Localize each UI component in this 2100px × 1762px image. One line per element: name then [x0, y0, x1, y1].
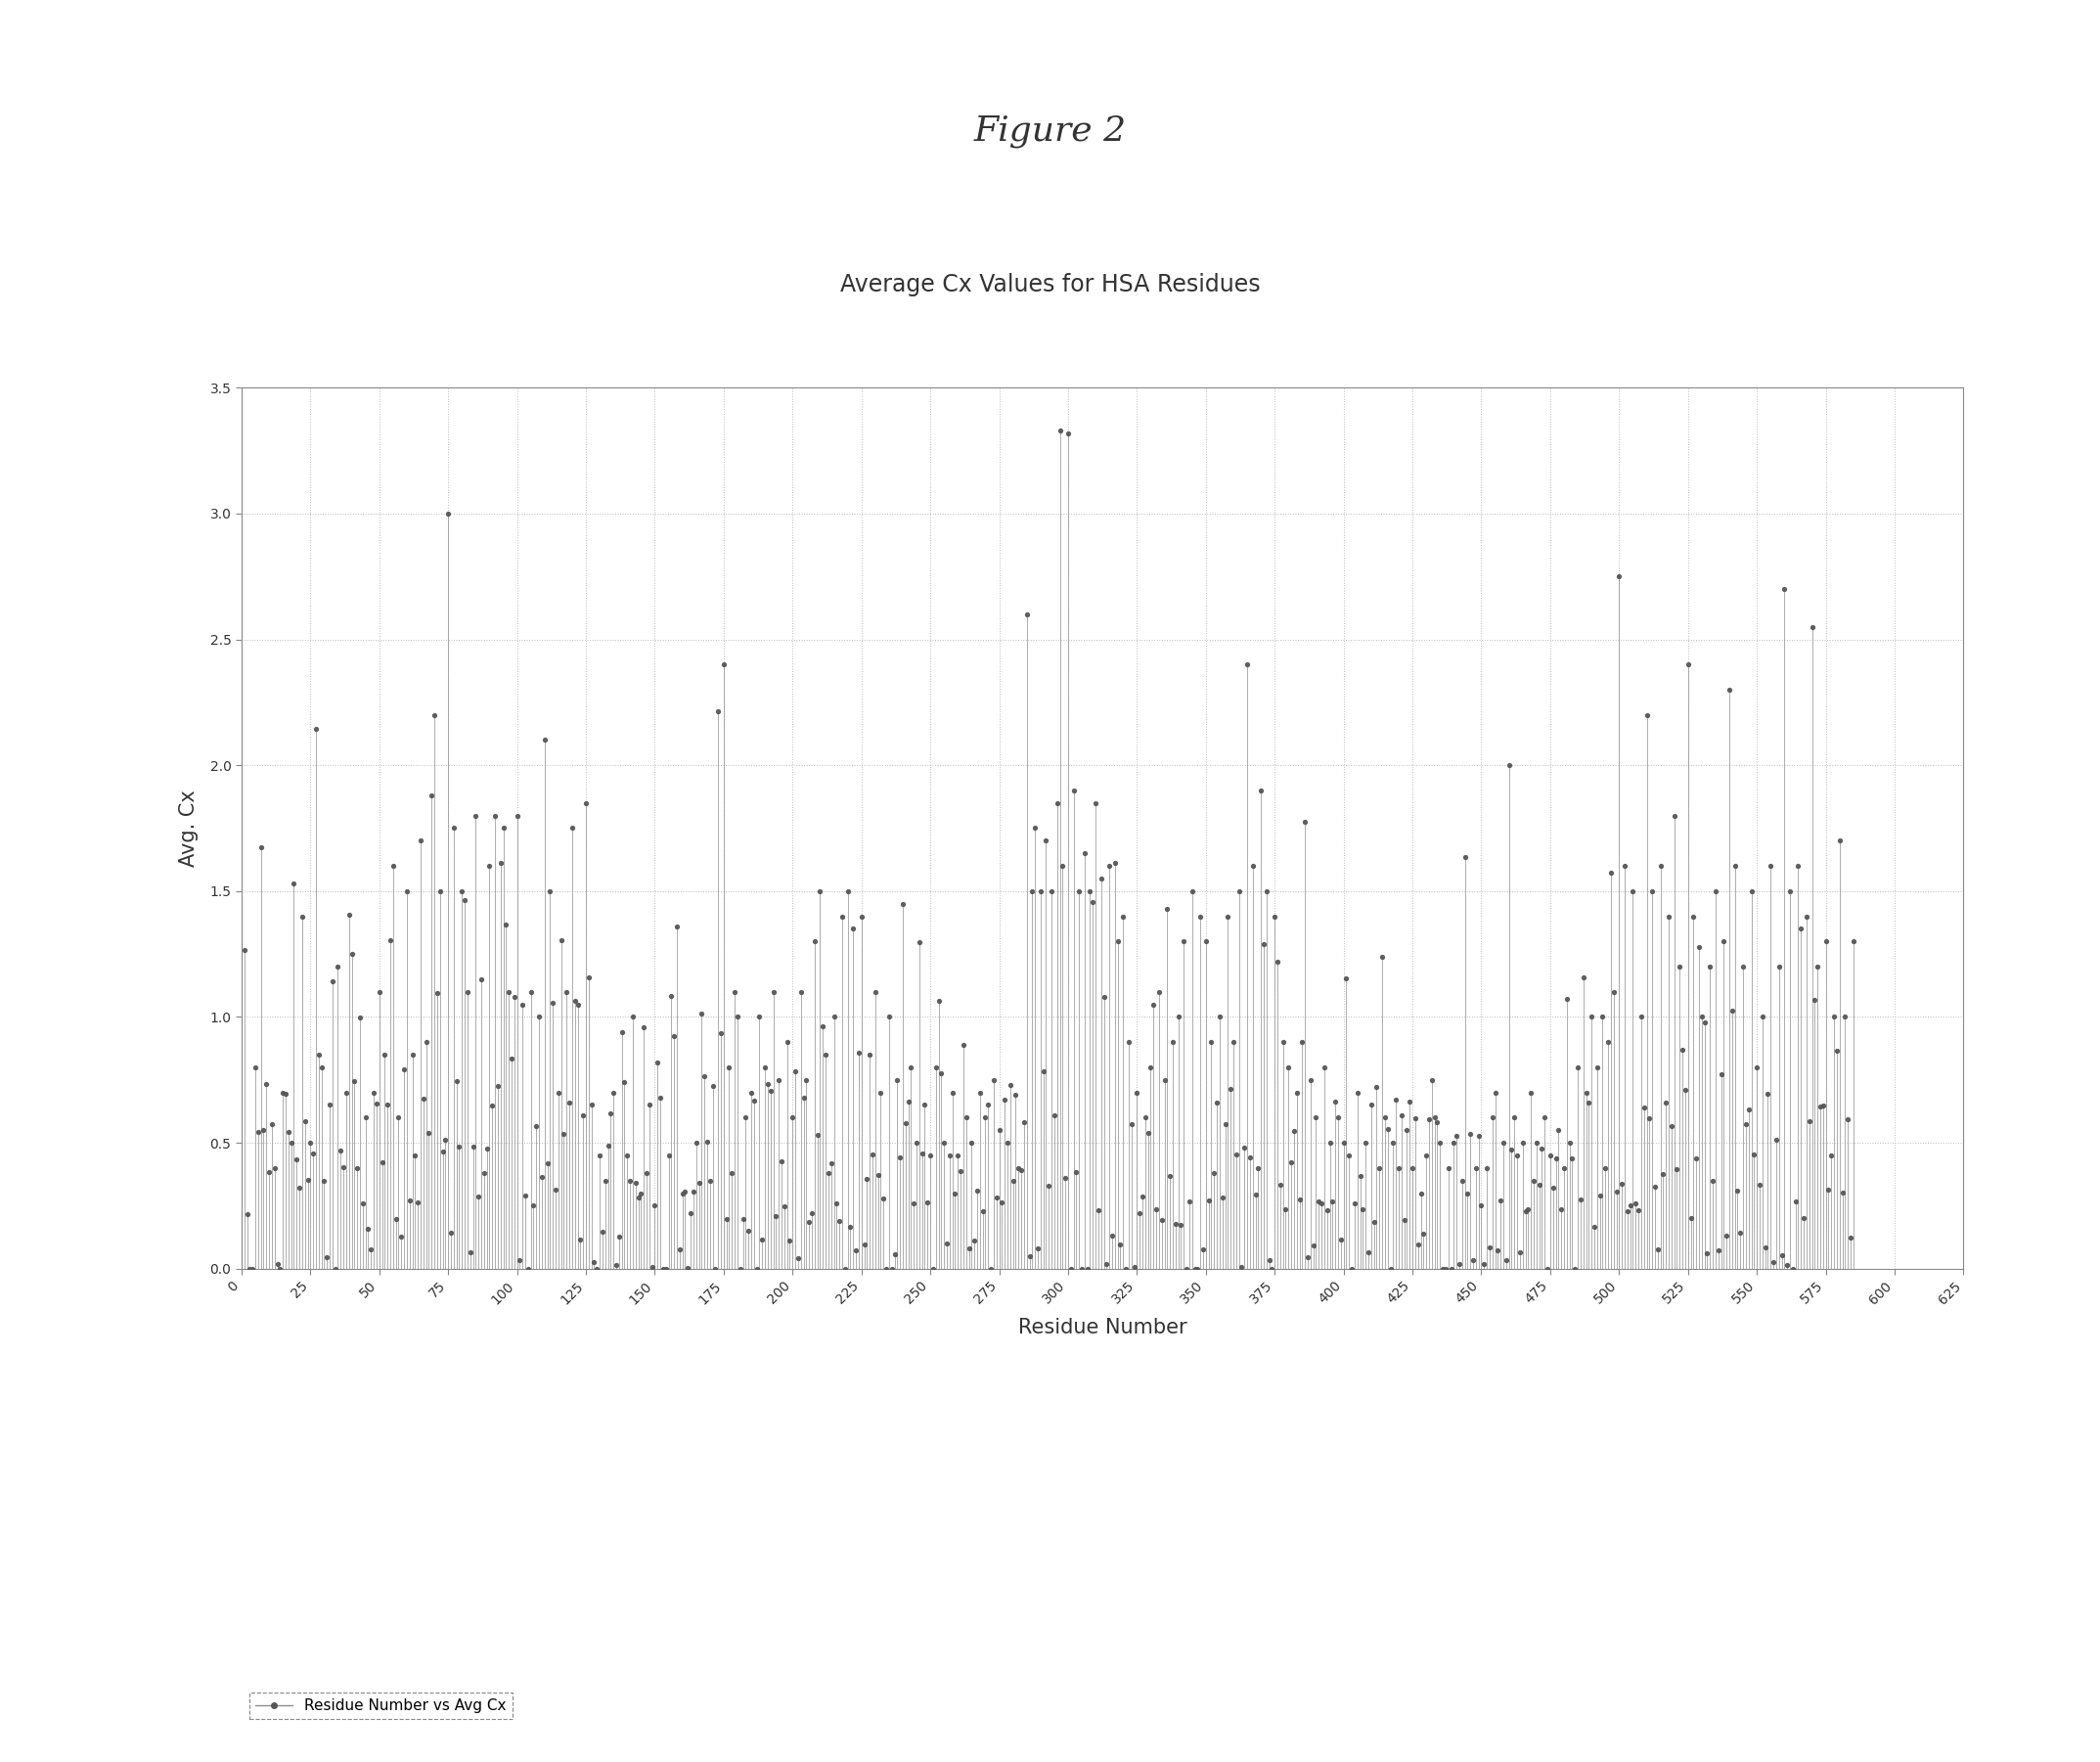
Text: Figure 2: Figure 2 — [974, 115, 1126, 148]
Legend: Residue Number vs Avg Cx: Residue Number vs Avg Cx — [250, 1693, 512, 1720]
Text: Average Cx Values for HSA Residues: Average Cx Values for HSA Residues — [840, 273, 1260, 296]
X-axis label: Residue Number: Residue Number — [1019, 1318, 1186, 1337]
Y-axis label: Avg. Cx: Avg. Cx — [178, 789, 200, 867]
